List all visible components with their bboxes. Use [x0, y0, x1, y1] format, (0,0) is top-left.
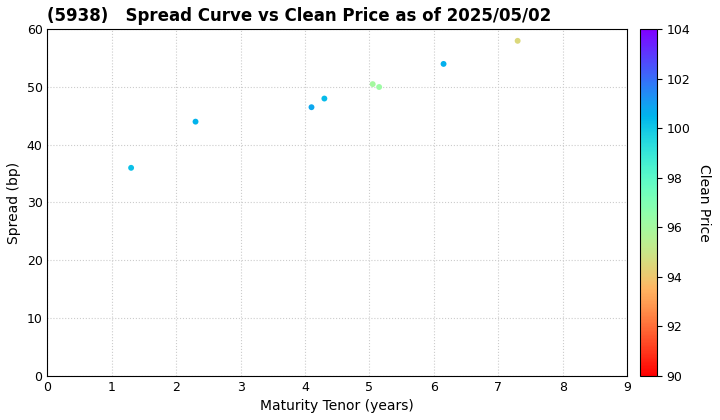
X-axis label: Maturity Tenor (years): Maturity Tenor (years) — [261, 399, 414, 413]
Y-axis label: Spread (bp): Spread (bp) — [7, 161, 21, 244]
Point — [319, 95, 330, 102]
Y-axis label: Clean Price: Clean Price — [697, 163, 711, 241]
Point — [512, 37, 523, 44]
Point — [374, 84, 385, 90]
Point — [438, 60, 449, 67]
Point — [367, 81, 379, 87]
Point — [190, 118, 202, 125]
Point — [125, 165, 137, 171]
Point — [306, 104, 318, 110]
Text: (5938)   Spread Curve vs Clean Price as of 2025/05/02: (5938) Spread Curve vs Clean Price as of… — [48, 7, 552, 25]
